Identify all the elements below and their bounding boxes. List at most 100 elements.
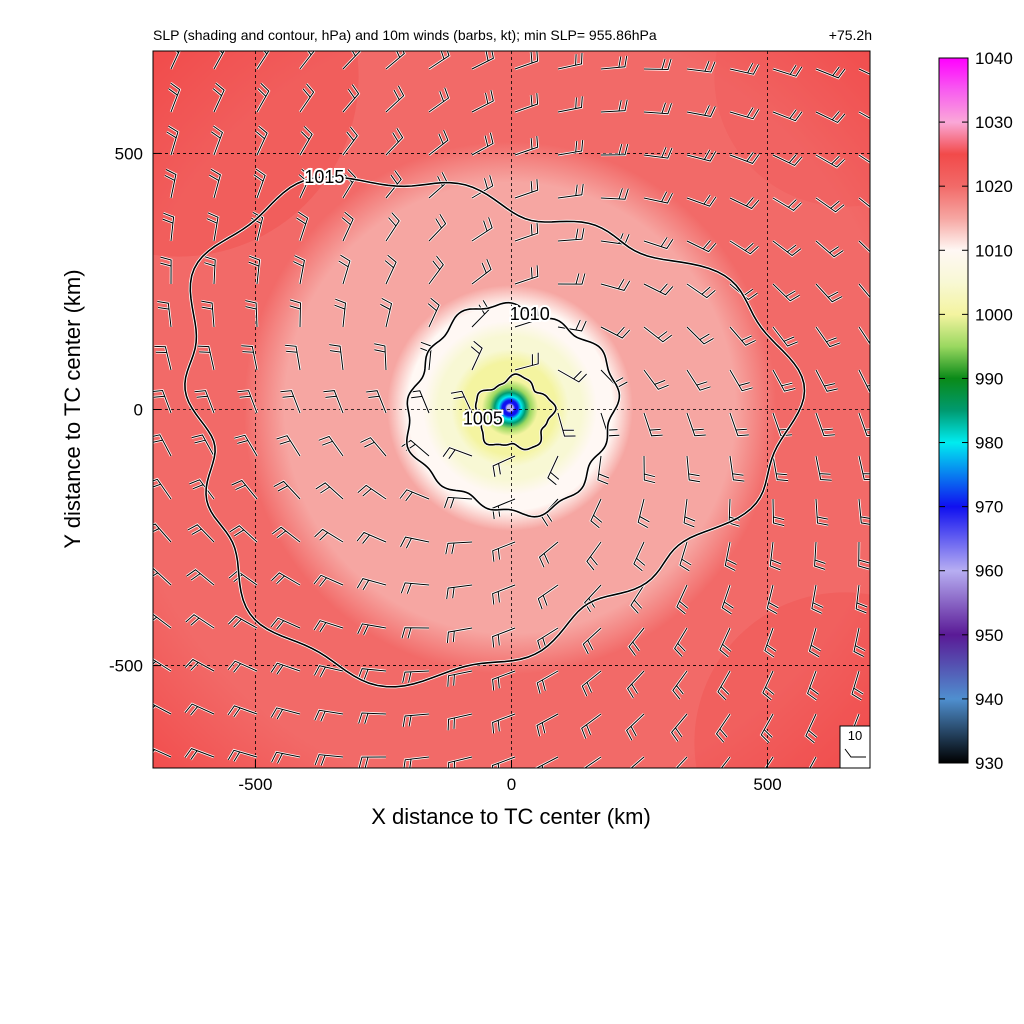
wind-barb xyxy=(626,670,645,699)
wind-barb xyxy=(270,707,301,720)
contour-label: 1015 xyxy=(304,167,344,187)
wind-barb xyxy=(630,756,645,768)
wind-barb xyxy=(676,584,689,615)
wind-barb xyxy=(400,582,430,594)
wind-barb xyxy=(356,578,387,590)
wind-barb xyxy=(514,51,539,70)
wind-barb xyxy=(715,713,731,743)
wind-barb xyxy=(211,125,224,156)
wind-barb xyxy=(245,300,258,328)
wind-barb xyxy=(815,154,845,168)
wind-barb xyxy=(204,256,216,285)
high-pressure-se xyxy=(694,592,870,768)
wind-barb xyxy=(153,478,172,500)
wind-barb xyxy=(197,345,215,371)
wind-barb xyxy=(227,705,258,718)
colorbar-tick-label: 990 xyxy=(975,369,1003,388)
wind-barb xyxy=(428,51,450,70)
colorbar: 930 940 950 960 970 980 990 1000 1010 1020 1030 104… xyxy=(938,49,1013,773)
wind-barb xyxy=(255,125,268,156)
wind-barb xyxy=(428,255,444,285)
wind-barb xyxy=(229,525,258,543)
wind-barb xyxy=(357,668,387,680)
wind-barb xyxy=(471,132,494,156)
wind-barb xyxy=(582,627,602,655)
wind-barb xyxy=(815,369,838,392)
wind-barb xyxy=(683,498,696,528)
wind-barb xyxy=(719,627,732,658)
wind-barb xyxy=(514,136,539,156)
wind-barb xyxy=(600,143,629,156)
wind-barb xyxy=(815,197,845,213)
wind-barb xyxy=(643,455,656,484)
wind-barb xyxy=(289,299,302,328)
wind-barb xyxy=(729,326,756,346)
wind-barb xyxy=(514,93,539,113)
y-tick-label: -500 xyxy=(109,657,143,676)
wind-barb xyxy=(444,496,473,509)
wind-barb xyxy=(729,152,760,165)
wind-barbs xyxy=(153,51,870,768)
wind-barb xyxy=(273,480,301,500)
wind-barb xyxy=(338,254,351,285)
wind-barb xyxy=(557,52,583,70)
wind-barb xyxy=(643,147,673,159)
wind-barb xyxy=(815,240,844,258)
wind-barb xyxy=(385,85,405,113)
wind-barb xyxy=(628,627,645,656)
wind-barb xyxy=(772,154,803,167)
wind-barb xyxy=(772,326,798,347)
wind-barb xyxy=(686,149,717,162)
colorbar-tick-label: 970 xyxy=(975,498,1003,517)
wind-barb xyxy=(772,197,802,212)
wind-barb xyxy=(729,240,759,255)
wind-barb xyxy=(600,99,628,113)
wind-barb xyxy=(492,670,516,691)
wind-barb xyxy=(729,283,758,301)
wind-barb xyxy=(318,435,344,457)
wind-barb xyxy=(720,756,731,768)
wind-barb xyxy=(399,489,430,502)
wind-barb xyxy=(815,66,846,79)
wind-barb xyxy=(686,105,716,117)
wind-barb xyxy=(805,713,818,744)
wind-barb xyxy=(153,389,172,414)
wind-barb xyxy=(237,390,258,414)
colorbar-tick-label: 1020 xyxy=(975,177,1013,196)
wind-barb xyxy=(643,326,672,343)
x-tick-label: 0 xyxy=(507,775,516,794)
wind-barb xyxy=(170,51,180,70)
wind-barb xyxy=(358,756,387,768)
wind-barb xyxy=(557,273,586,285)
wind-barb xyxy=(536,713,559,737)
wind-barb xyxy=(471,175,494,199)
wind-barb xyxy=(491,756,516,768)
wind-barb xyxy=(600,326,631,339)
wind-barb xyxy=(253,168,266,199)
high-pressure-ne xyxy=(714,51,870,207)
wind-barb xyxy=(212,82,225,113)
wind-barb xyxy=(600,55,628,70)
wind-barb xyxy=(858,541,870,570)
wind-barb xyxy=(851,670,864,701)
wind-barb xyxy=(184,747,215,760)
wind-barb xyxy=(806,670,819,701)
wind-barb xyxy=(858,154,870,163)
wind-barb xyxy=(447,713,473,731)
wind-barb xyxy=(313,620,344,633)
wind-barb xyxy=(329,344,344,371)
wind-barb xyxy=(315,482,344,500)
wind-barb xyxy=(450,390,473,414)
wind-barb xyxy=(625,713,645,741)
wind-barb xyxy=(313,574,344,587)
wind-barb xyxy=(581,670,602,697)
wind-barb xyxy=(858,240,870,253)
contour-line xyxy=(405,301,621,518)
wind-barb xyxy=(385,51,405,70)
wind-barb xyxy=(299,83,315,113)
wind-barb xyxy=(547,455,560,486)
wind-barb xyxy=(153,703,172,715)
wind-barb xyxy=(470,340,483,371)
wind-barb xyxy=(334,298,347,328)
wind-barb xyxy=(814,541,826,570)
